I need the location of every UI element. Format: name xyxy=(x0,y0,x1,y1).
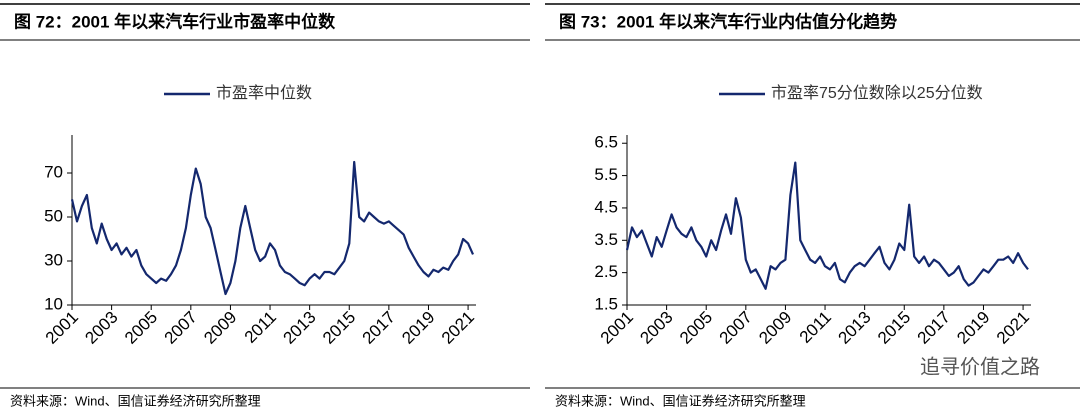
legend-label: 市盈率75分位数除以25分位数 xyxy=(771,84,983,102)
y-tick-label: 10 xyxy=(44,294,63,313)
y-tick-label: 70 xyxy=(44,162,63,181)
y-tick-label: 6.5 xyxy=(594,133,618,152)
x-tick-label: 2007 xyxy=(161,308,201,348)
x-tick-label: 2011 xyxy=(796,308,835,347)
x-tick-label: 2001 xyxy=(597,308,637,348)
y-tick-label: 4.5 xyxy=(594,197,618,216)
x-tick-label: 2001 xyxy=(42,308,82,348)
source: 资料来源：Wind、国信证券经济研究所整理 xyxy=(10,393,261,408)
watermark: 追寻价值之路 xyxy=(920,355,1040,378)
x-tick-label: 2021 xyxy=(993,308,1033,348)
y-tick-label: 2.5 xyxy=(594,262,618,281)
x-tick-label: 2015 xyxy=(319,308,359,348)
x-tick-label: 2011 xyxy=(241,308,280,347)
y-tick-label: 1.5 xyxy=(594,294,618,313)
x-tick-label: 2021 xyxy=(438,308,478,348)
x-tick-label: 2005 xyxy=(121,308,161,348)
x-tick-label: 2003 xyxy=(636,308,676,348)
source: 资料来源：Wind、国信证券经济研究所整理 xyxy=(555,393,806,408)
x-tick-label: 2003 xyxy=(81,308,121,348)
x-tick-label: 2017 xyxy=(914,308,954,348)
y-tick-label: 3.5 xyxy=(594,230,618,249)
x-tick-label: 2009 xyxy=(200,308,240,348)
x-tick-label: 2019 xyxy=(953,308,993,348)
y-tick-label: 50 xyxy=(44,206,63,225)
x-tick-label: 2007 xyxy=(716,308,756,348)
x-tick-label: 2019 xyxy=(398,308,438,348)
legend-label: 市盈率中位数 xyxy=(216,84,312,102)
chart-title: 图 72：2001 年以来汽车行业市盈率中位数 xyxy=(14,11,336,31)
x-tick-label: 2015 xyxy=(874,308,914,348)
y-tick-label: 5.5 xyxy=(594,165,618,184)
x-tick-label: 2013 xyxy=(834,308,874,348)
x-tick-label: 2009 xyxy=(755,308,795,348)
data-line xyxy=(70,160,475,296)
x-tick-label: 2005 xyxy=(676,308,716,348)
data-line xyxy=(625,161,1029,290)
x-tick-label: 2017 xyxy=(359,308,399,348)
chart-title: 图 73：2001 年以来汽车行业内估值分化趋势 xyxy=(559,11,897,31)
y-tick-label: 30 xyxy=(44,250,63,269)
x-tick-label: 2013 xyxy=(279,308,319,348)
